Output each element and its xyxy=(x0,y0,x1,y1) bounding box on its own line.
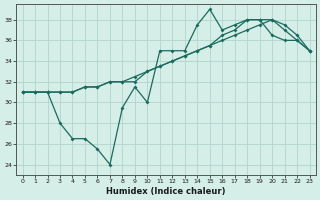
X-axis label: Humidex (Indice chaleur): Humidex (Indice chaleur) xyxy=(106,187,226,196)
